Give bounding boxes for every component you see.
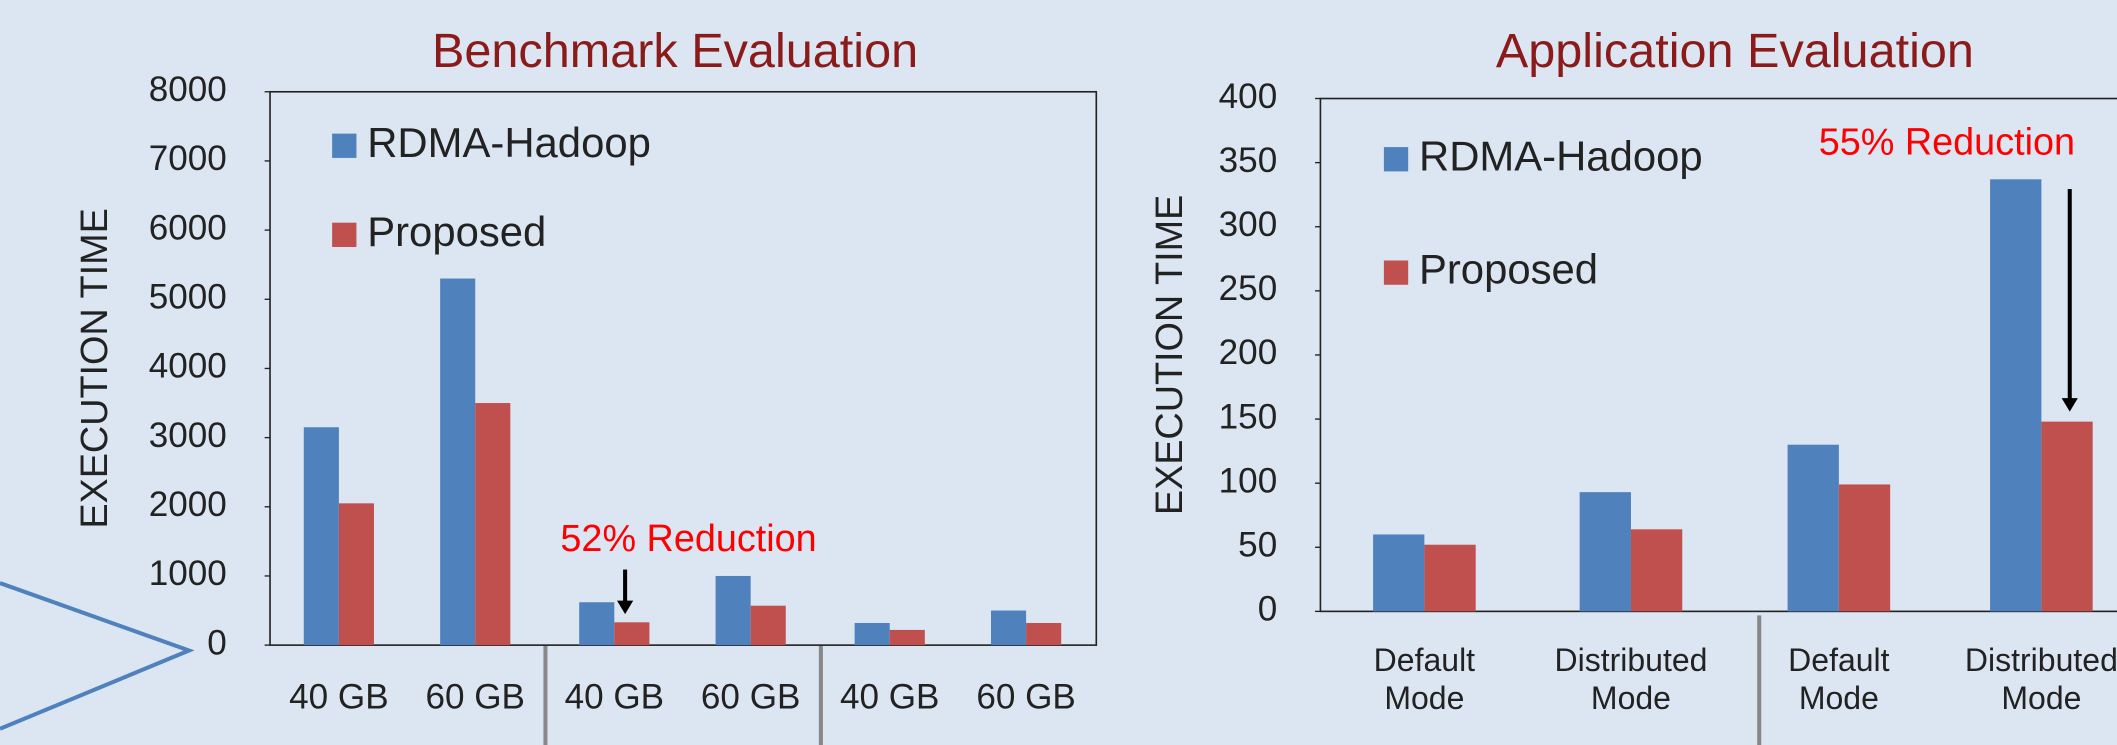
y-tick-label: 50 [1238, 526, 1277, 565]
plot-frame [1319, 97, 2117, 613]
x-tick-label: Default Mode [1373, 642, 1476, 717]
x-tick-label: 60 GB [701, 677, 800, 716]
chart-title: Application Evaluation [1496, 24, 1974, 78]
y-tick-label: 250 [1219, 269, 1278, 308]
legend-label: RDMA-Hadoop [1419, 132, 1703, 179]
legend-swatch [1383, 260, 1409, 285]
y-tick-label: 150 [1219, 397, 1278, 436]
y-tick-label: 0 [207, 623, 227, 662]
y-tick-label: 2000 [149, 485, 227, 524]
x-tick-label: 60 GB [426, 677, 525, 716]
annotation: 52% Reduction [560, 518, 816, 560]
legend-swatch [1383, 147, 1409, 172]
bar [1990, 179, 2042, 612]
legend-swatch [332, 222, 357, 247]
bar [1373, 534, 1425, 612]
annotation: 55% Reduction [1819, 121, 2075, 163]
bar [338, 503, 374, 646]
bar [889, 629, 925, 646]
bar [1838, 484, 1891, 612]
bar [475, 403, 511, 646]
chart-title: Benchmark Evaluation [432, 24, 918, 78]
y-tick-label: 300 [1219, 205, 1278, 244]
y-tick-label: 100 [1219, 461, 1278, 500]
y-axis-label: EXECUTION TIME [1149, 195, 1191, 515]
x-tick-label: 60 GB [976, 677, 1075, 716]
x-tick-label: Distributed Mode [1964, 642, 2117, 717]
bar [1424, 544, 1476, 612]
annotation-arrowhead [617, 600, 634, 615]
bar [1579, 492, 1631, 612]
x-tick-label: 40 GB [289, 677, 388, 716]
legend-swatch [332, 133, 357, 158]
annotation-arrowhead [2061, 398, 2078, 412]
bar [614, 622, 650, 646]
callout-shape [0, 581, 195, 731]
y-tick-label: 6000 [149, 208, 227, 247]
y-tick-label: 7000 [149, 139, 227, 178]
y-tick-label: 5000 [149, 278, 227, 317]
bar [2041, 421, 2093, 612]
x-tick-label: 40 GB [565, 677, 664, 716]
bar [1787, 444, 1839, 612]
bar [1630, 529, 1683, 612]
x-tick-label: 40 GB [840, 677, 939, 716]
legend-label: Proposed [1419, 246, 1598, 293]
bar [1026, 622, 1062, 646]
x-tick-label: Distributed Mode [1554, 642, 1708, 717]
bar [854, 622, 890, 646]
y-tick-label: 200 [1219, 333, 1278, 372]
y-tick-label: 350 [1219, 141, 1278, 180]
y-tick-label: 1000 [149, 554, 227, 593]
bar [715, 575, 751, 646]
y-tick-label: 8000 [149, 70, 227, 109]
y-tick-label: 400 [1219, 77, 1278, 116]
legend-label: RDMA-Hadoop [367, 119, 651, 166]
plot-frame [269, 90, 1098, 646]
bar [990, 610, 1027, 646]
x-tick-label: Default Mode [1788, 642, 1890, 717]
legend-label: Proposed [367, 208, 546, 255]
y-tick-label: 0 [1258, 590, 1278, 629]
bar [579, 602, 615, 646]
y-tick-label: 3000 [149, 416, 227, 455]
bar [440, 278, 476, 646]
y-tick-label: 4000 [149, 347, 227, 386]
bar [303, 427, 339, 646]
y-axis-label: EXECUTION TIME [74, 208, 116, 528]
bar [750, 605, 786, 646]
